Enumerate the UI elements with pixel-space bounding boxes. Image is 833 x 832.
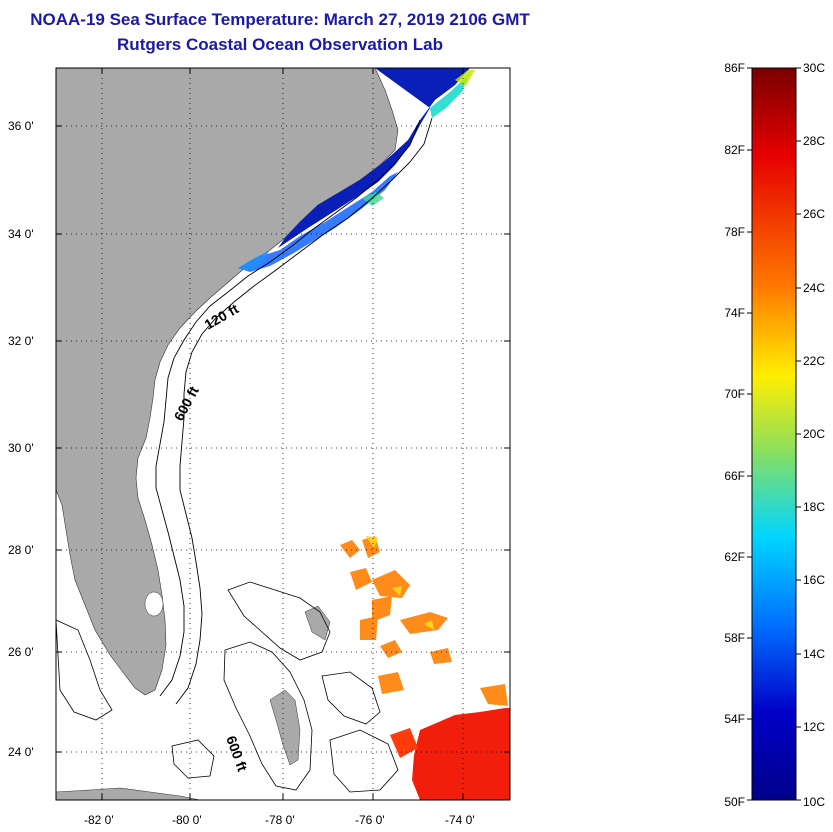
lat-label: 28 0' (8, 543, 34, 557)
land-cuba (56, 787, 201, 800)
colorbar (751, 67, 797, 801)
sst-mid-fringe (430, 72, 470, 118)
lat-label: 32 0' (8, 334, 34, 348)
colorbar-c-label: 12C (803, 720, 825, 734)
sst-yellow-patches (366, 536, 434, 630)
sst-cold-carolina (278, 68, 470, 248)
lat-label: 24 0' (8, 745, 34, 759)
lake-shape (144, 591, 164, 617)
map-ticks (56, 68, 510, 800)
colorbar-f-label: 82F (724, 143, 745, 157)
colorbar-f-label: 50F (724, 795, 745, 809)
land-bahamas-1 (269, 689, 301, 766)
lat-label: 36 0' (8, 119, 34, 133)
colorbar-f-label: 74F (724, 306, 745, 320)
contour-120ft (155, 119, 421, 697)
colorbar-c-label: 16C (803, 573, 825, 587)
contour-bahamas (56, 581, 399, 793)
lat-label: 26 0' (8, 645, 34, 659)
land-bahamas-2 (304, 605, 331, 641)
colorbar-c-label: 14C (803, 647, 825, 661)
lon-label: -78 0' (265, 813, 295, 827)
map-subtitle: Rutgers Coastal Ocean Observation Lab (117, 35, 443, 54)
lon-label: -74 0' (445, 813, 475, 827)
colorbar-f-label: 54F (724, 712, 745, 726)
colorbar-c-label: 30C (803, 61, 825, 75)
sst-hot-patch-2 (390, 728, 418, 758)
colorbar-f-label: 78F (724, 225, 745, 239)
colorbar-f-label: 62F (724, 550, 745, 564)
lon-label: -76 0' (355, 813, 385, 827)
colorbar-c-label: 10C (803, 795, 825, 809)
colorbar-c-label: 18C (803, 500, 825, 514)
contour-600ft (175, 117, 433, 705)
colorbar-f-label: 70F (724, 387, 745, 401)
colorbar-c-label: 26C (803, 207, 825, 221)
colorbar-f-label: 86F (724, 61, 745, 75)
colorbar-c-label: 28C (803, 134, 825, 148)
colorbar-c-label: 24C (803, 281, 825, 295)
lat-label: 34 0' (8, 227, 34, 241)
map-gridlines (56, 68, 510, 800)
colorbar-ticks (747, 67, 801, 801)
sst-cool-patch (238, 250, 270, 272)
lon-label: -82 0' (84, 813, 114, 827)
lat-label: 30 0' (8, 441, 34, 455)
colorbar-c-label: 22C (803, 354, 825, 368)
lon-label: -80 0' (172, 813, 202, 827)
sst-hot-southeast (412, 708, 510, 800)
map-title: NOAA-19 Sea Surface Temperature: March 2… (30, 10, 530, 29)
colorbar-c-label: 20C (803, 427, 825, 441)
sst-yellow-fringe (455, 70, 475, 86)
colorbar-f-label: 66F (724, 469, 745, 483)
colorbar-f-label: 58F (724, 631, 745, 645)
map-border (55, 67, 511, 801)
